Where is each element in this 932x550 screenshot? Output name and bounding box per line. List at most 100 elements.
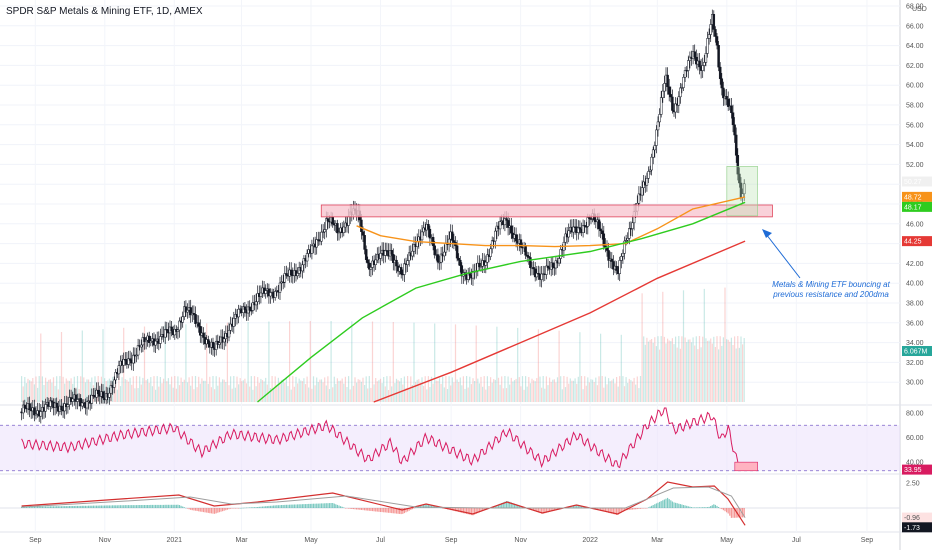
volume-bar	[354, 377, 356, 402]
candle-body	[447, 238, 451, 245]
macd-hist-bar	[651, 505, 653, 508]
macd-hist-bar	[188, 508, 190, 510]
macd-hist-bar	[92, 505, 94, 508]
candle-body	[342, 226, 346, 233]
volume-bar	[159, 377, 161, 402]
candle-body	[369, 267, 373, 270]
macd-hist-bar	[220, 508, 222, 512]
volume-bar	[678, 336, 680, 402]
candle-body	[455, 245, 459, 259]
volume-bar	[198, 376, 200, 402]
volume-bar	[236, 376, 238, 402]
macd-hist-bar	[231, 508, 233, 509]
candle-body	[173, 329, 177, 336]
macd-tag	[902, 522, 932, 533]
candle-body	[564, 233, 567, 243]
volume-bar	[544, 388, 546, 402]
price-tick-label: 46.00	[906, 221, 924, 228]
candle-body	[605, 247, 609, 251]
macd-hist-bar	[193, 508, 195, 511]
macd-hist-bar	[507, 501, 509, 508]
macd-hist-bar	[164, 504, 166, 508]
macd-hist-bar	[21, 506, 23, 508]
volume-bar	[694, 345, 696, 402]
volume-bar	[501, 376, 503, 402]
macd-hist-bar	[312, 503, 315, 508]
volume-bar	[301, 381, 303, 402]
volume-bar	[502, 388, 504, 402]
macd-hist-bar	[743, 508, 745, 518]
macd-hist-bar	[654, 504, 656, 508]
macd-hist-bar	[328, 503, 331, 508]
price-tick-label: 32.00	[906, 360, 924, 367]
volume-bar	[430, 376, 433, 402]
volume-bar	[185, 324, 187, 402]
macd-hist-bar	[48, 506, 50, 508]
volume-bar	[172, 387, 174, 402]
macd-hist-bar	[147, 505, 149, 508]
volume-bar	[638, 388, 640, 402]
price-tag	[902, 176, 932, 187]
macd-hist-bar	[461, 508, 463, 513]
macd-hist-bar	[27, 506, 29, 508]
macd-hist-bar	[140, 505, 142, 508]
volume-bar	[606, 384, 608, 402]
volume-bar	[127, 381, 130, 402]
macd-hist-bar	[123, 505, 125, 508]
macd-hist-bar	[735, 508, 737, 518]
volume-bar	[174, 376, 176, 402]
macd-hist-bar	[335, 504, 337, 508]
candle-body	[243, 306, 247, 310]
macd-hist-bar	[659, 501, 661, 508]
volume-bar	[118, 376, 120, 402]
macd-hist-bar	[110, 505, 112, 508]
macd-hist-bar	[716, 505, 718, 508]
macd-hist-bar	[644, 508, 646, 509]
macd-hist-bar	[218, 508, 220, 513]
volume-bar	[411, 385, 413, 402]
volume-bar	[368, 376, 370, 402]
macd-hist-bar	[649, 506, 651, 508]
macd-hist-bar	[718, 507, 720, 508]
volume-bar	[268, 321, 270, 402]
volume-bar	[352, 385, 354, 402]
volume-bar	[324, 377, 326, 402]
macd-hist-bar	[381, 508, 383, 513]
candle-body	[132, 354, 135, 364]
candle-body	[715, 36, 719, 46]
macd-hist-bar	[518, 505, 520, 508]
macd-hist-bar	[249, 507, 251, 508]
volume-bar	[403, 376, 405, 402]
candle-body	[325, 218, 328, 230]
macd-hist-bar	[72, 506, 74, 508]
candle-body	[669, 94, 673, 98]
macd-hist-bar	[362, 508, 364, 511]
ma-line-500	[373, 240, 746, 403]
volume-bar	[450, 385, 452, 402]
volume-bar	[665, 343, 667, 402]
price-tick-label: 58.00	[906, 103, 924, 110]
candle-body	[674, 103, 677, 113]
candle-body	[412, 244, 416, 252]
volume-bar	[151, 386, 153, 402]
candle-body	[720, 78, 724, 89]
candle-body	[742, 183, 746, 195]
volume-bar	[194, 376, 197, 402]
macd-hist-bar	[603, 508, 605, 512]
macd-hist-bar	[351, 508, 353, 509]
volume-bar	[628, 378, 630, 402]
volume-bar	[477, 378, 479, 402]
macd-hist-bar	[504, 501, 506, 508]
candle-body	[554, 260, 558, 269]
volume-bar	[239, 378, 241, 402]
macd-hist-bar	[96, 505, 98, 508]
macd-hist-bar	[502, 502, 504, 508]
volume-bar	[724, 287, 726, 402]
macd-hist-bar	[105, 505, 107, 508]
volume-bar	[539, 376, 541, 402]
macd-hist-bar	[496, 505, 498, 508]
candle-body	[273, 291, 277, 298]
candle-body	[620, 256, 623, 261]
